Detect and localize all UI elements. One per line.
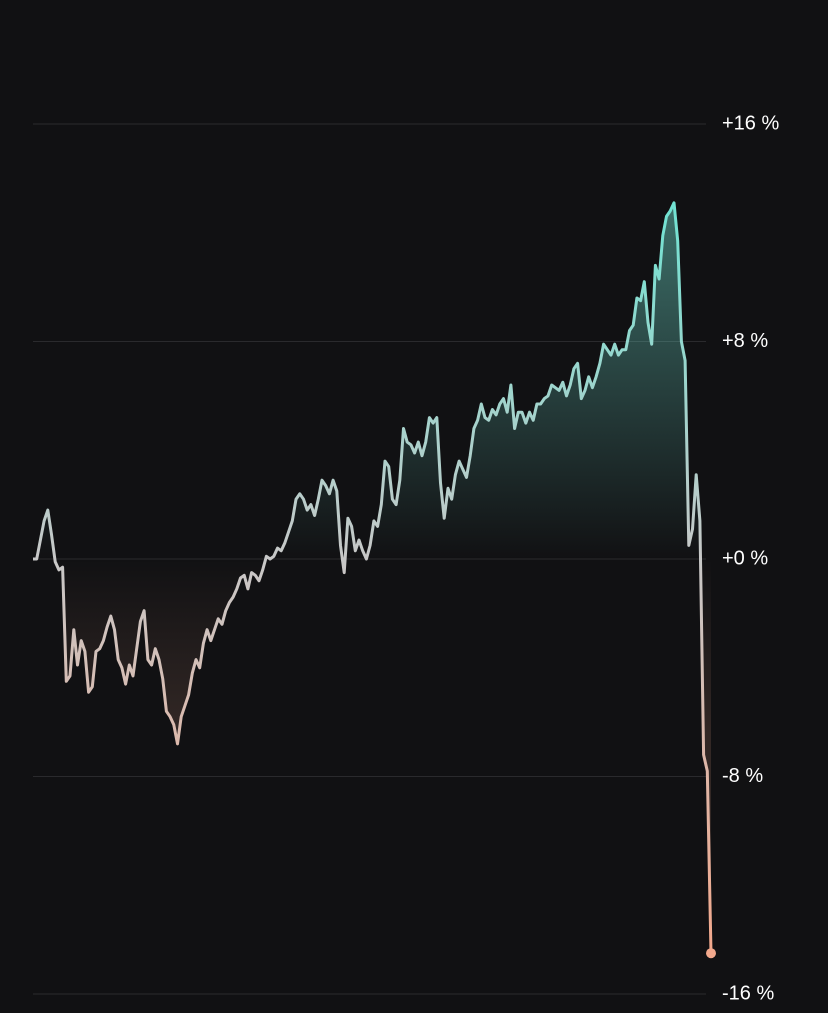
y-tick-label: -16 % <box>722 982 774 1004</box>
end-dot <box>706 948 716 959</box>
y-tick-label: +8 % <box>722 330 768 352</box>
y-tick-label: +0 % <box>722 547 768 569</box>
y-tick-label: +16 % <box>722 112 779 134</box>
line <box>33 201 713 954</box>
area <box>33 202 711 954</box>
y-tick-label: -8 % <box>722 765 763 787</box>
